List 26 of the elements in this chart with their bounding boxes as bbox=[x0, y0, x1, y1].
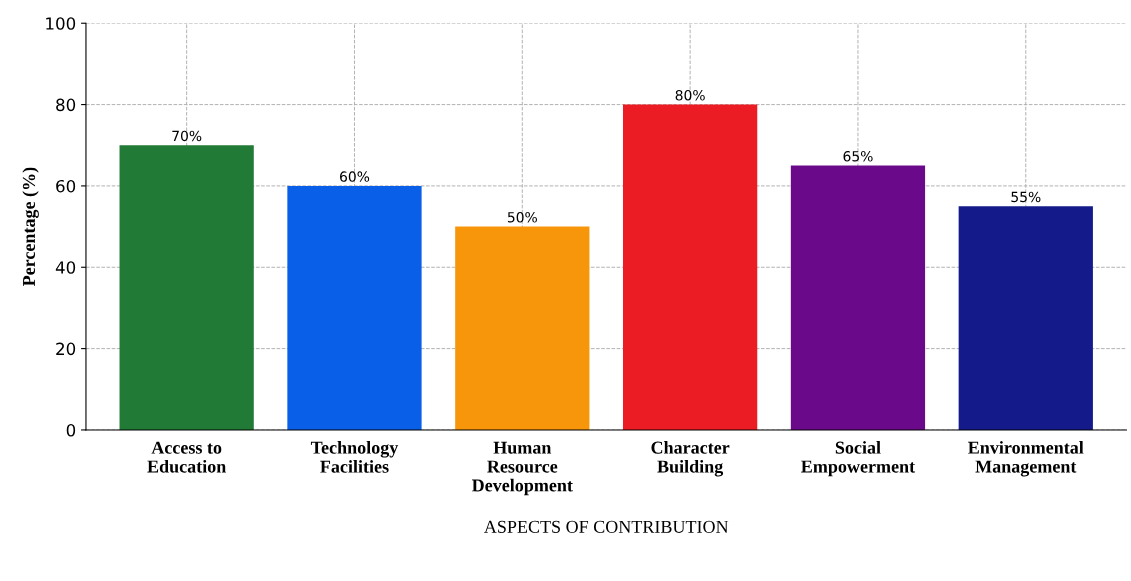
data-label: 70% bbox=[172, 130, 202, 142]
data-label: 60% bbox=[340, 171, 370, 182]
x-axis-title: ASPECTS OF CONTRIBUTION bbox=[484, 520, 729, 533]
data-label: 65% bbox=[843, 151, 873, 162]
y-tick-label: 80 bbox=[56, 98, 76, 112]
x-tick-label: Character Building bbox=[651, 441, 730, 477]
y-tick-label: 100 bbox=[46, 17, 76, 30]
data-label: 50% bbox=[507, 212, 537, 223]
x-tick-label: Access to Education bbox=[147, 441, 227, 473]
data-label: 55% bbox=[1011, 191, 1041, 203]
bar bbox=[623, 104, 758, 430]
x-tick-label: Social Empowerment bbox=[801, 441, 916, 477]
x-tick-label: Human Resource Development bbox=[471, 441, 573, 496]
x-tick-label: Technology Facilities bbox=[310, 441, 399, 473]
bar bbox=[119, 145, 254, 430]
y-tick-label: 40 bbox=[55, 261, 76, 274]
bar bbox=[287, 185, 422, 430]
bar bbox=[455, 226, 590, 430]
y-axis-title: Percentage (%) bbox=[22, 167, 39, 287]
y-tick-label: 0 bbox=[66, 423, 76, 437]
x-tick-label: Environmental Management bbox=[968, 441, 1084, 477]
y-tick-label: 60 bbox=[56, 179, 76, 193]
bar bbox=[790, 165, 926, 430]
y-tick-label: 20 bbox=[56, 342, 76, 356]
bar bbox=[958, 206, 1093, 430]
data-label: 80% bbox=[675, 89, 705, 101]
